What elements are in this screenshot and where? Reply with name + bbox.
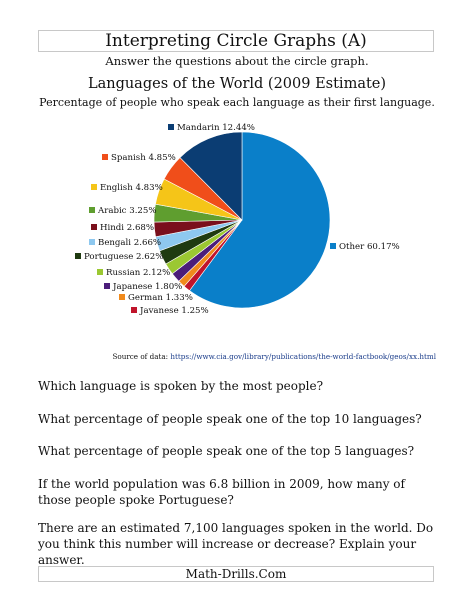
legend-swatch-spanish (102, 154, 108, 160)
question-4: If the world population was 6.8 billion … (38, 477, 405, 507)
legend-swatch-japanese (104, 283, 110, 289)
footer-text: Math-Drills.Com (185, 567, 287, 581)
pie-label-russian: Russian 2.12% (106, 268, 170, 278)
pie-label-english: English 4.83% (100, 183, 163, 193)
pie-label-arabic: Arabic 3.25% (97, 206, 157, 216)
legend-swatch-english (91, 184, 97, 190)
legend-swatch-arabic (89, 207, 95, 213)
source-prefix: Source of data: (112, 352, 171, 361)
legend-swatch-portuguese (75, 253, 81, 259)
source-url[interactable]: https://www.cia.gov/library/publications… (170, 352, 436, 361)
legend-swatch-bengali (89, 239, 95, 245)
question-3: What percentage of people speak one of t… (38, 444, 415, 458)
chart-subtitle: Percentage of people who speak each lang… (39, 96, 435, 109)
question-5: There are an estimated 7,100 languages s… (38, 521, 434, 567)
question-2: What percentage of people speak one of t… (38, 412, 422, 426)
pie-label-bengali: Bengali 2.66% (98, 238, 161, 248)
legend-swatch-other (330, 243, 336, 249)
pie-label-other: Other 60.17% (339, 242, 400, 252)
source-line: Source of data: https://www.cia.gov/libr… (0, 352, 436, 361)
pie-label-japanese: Japanese 1.80% (112, 282, 182, 292)
question-1: Which language is spoken by the most peo… (38, 379, 324, 393)
pie-chart: Other 60.17% Javanese 1.25% German 1.33%Ja… (75, 123, 400, 316)
pie-label-javanese: Javanese 1.25% (139, 306, 209, 316)
pie-label-portuguese: Portuguese 2.62% (84, 252, 163, 262)
legend-swatch-javanese (131, 307, 137, 313)
worksheet-instructions: Answer the questions about the circle gr… (105, 54, 369, 68)
pie-slice-other (189, 131, 331, 309)
legend-swatch-russian (97, 269, 103, 275)
worksheet-title-box: Interpreting Circle Graphs (A) (38, 30, 434, 52)
footer-box: Math-Drills.Com (38, 566, 434, 582)
pie-label-mandarin: Mandarin 12.44% (177, 123, 255, 133)
legend-swatch-mandarin (168, 124, 174, 130)
legend-swatch-hindi (91, 224, 97, 230)
pie-slice-mandarin (179, 131, 243, 221)
pie-label-hindi: Hindi 2.68% (100, 223, 154, 233)
pie-label-german: German 1.33% (128, 293, 193, 303)
legend-swatch-german (119, 294, 125, 300)
chart-title: Languages of the World (2009 Estimate) (87, 76, 387, 92)
worksheet-title: Interpreting Circle Graphs (A) (105, 31, 367, 51)
pie-label-spanish: Spanish 4.85% (111, 153, 176, 163)
